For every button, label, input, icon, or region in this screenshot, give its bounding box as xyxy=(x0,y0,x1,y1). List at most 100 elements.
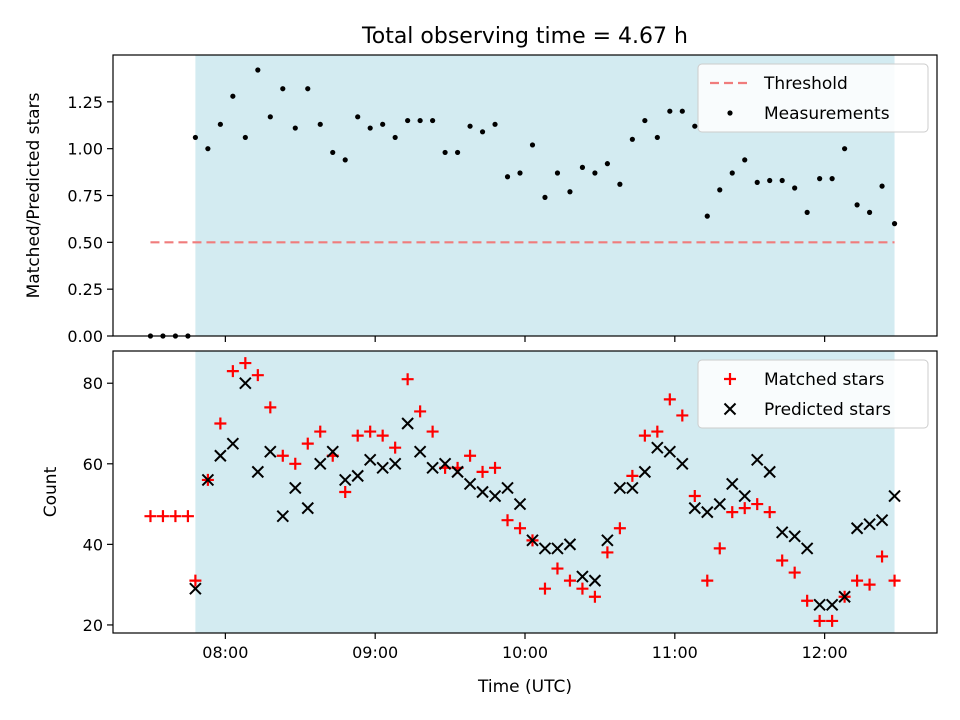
data-point-glyph xyxy=(314,425,327,438)
data-point-glyph xyxy=(576,582,589,595)
data-point-glyph xyxy=(401,417,414,430)
data-point xyxy=(214,417,227,430)
legend-swatch-glyph xyxy=(724,373,736,385)
y-tick-label: 1.00 xyxy=(67,140,103,159)
data-point-glyph xyxy=(314,457,327,471)
data-point xyxy=(891,221,898,227)
data-point-glyph xyxy=(526,534,539,547)
data-point xyxy=(588,574,602,587)
data-point xyxy=(276,509,290,523)
data-point-glyph xyxy=(388,457,402,471)
data-point xyxy=(230,93,236,99)
data-point xyxy=(754,179,760,185)
data-point xyxy=(588,590,601,603)
series-matched-stars xyxy=(144,357,901,627)
data-point xyxy=(613,522,626,535)
y-tick-label: 0.25 xyxy=(67,280,103,299)
data-point xyxy=(854,202,860,208)
data-point xyxy=(779,177,785,184)
data-point xyxy=(442,149,448,156)
data-point xyxy=(888,489,901,503)
data-point-glyph xyxy=(701,505,714,519)
data-point xyxy=(863,578,876,591)
data-point-glyph xyxy=(363,453,377,466)
data-point xyxy=(776,554,789,567)
data-point-glyph xyxy=(144,510,157,523)
legend-label: Measurements xyxy=(764,104,890,124)
data-point xyxy=(364,425,377,438)
x-tick-label: 12:00 xyxy=(802,643,848,662)
data-point xyxy=(726,506,739,519)
data-point xyxy=(280,86,286,92)
data-point-glyph xyxy=(813,614,826,627)
count-panel: 20 40 60 80 08:00 09:00 10:00 11:00 12:00 Count Ti… xyxy=(41,350,938,697)
data-point-glyph xyxy=(613,522,626,535)
data-point xyxy=(314,425,327,438)
data-point xyxy=(276,449,289,462)
data-point xyxy=(488,489,502,503)
data-point xyxy=(676,457,689,471)
data-point-glyph xyxy=(888,489,901,503)
data-point xyxy=(654,134,660,141)
data-point xyxy=(517,170,523,176)
data-point xyxy=(713,542,726,555)
data-point-glyph xyxy=(626,481,639,495)
data-point xyxy=(838,590,851,603)
data-point xyxy=(613,481,627,495)
data-point xyxy=(467,123,473,129)
data-point-glyph xyxy=(751,453,764,466)
data-point xyxy=(817,176,823,182)
data-point xyxy=(217,121,223,127)
data-point-glyph xyxy=(538,582,551,595)
data-point xyxy=(330,149,336,156)
data-point xyxy=(538,542,552,555)
data-point xyxy=(763,506,776,519)
y-tick-label: 40 xyxy=(83,535,103,554)
data-point xyxy=(413,445,427,458)
data-point-glyph xyxy=(201,473,215,487)
data-point-glyph xyxy=(214,417,227,430)
data-point xyxy=(726,477,739,491)
data-point-glyph xyxy=(351,429,364,442)
data-point-glyph xyxy=(339,486,352,498)
data-point xyxy=(529,142,536,148)
data-point xyxy=(292,125,298,131)
data-point xyxy=(267,114,273,120)
data-point-glyph xyxy=(588,590,601,603)
data-point xyxy=(351,469,364,483)
y-tick-label: 0.00 xyxy=(67,327,103,346)
data-point xyxy=(363,453,377,466)
data-point-glyph xyxy=(276,509,290,523)
data-point xyxy=(701,505,714,519)
data-point-glyph xyxy=(251,465,265,479)
data-point-glyph xyxy=(276,449,289,462)
data-point-glyph xyxy=(601,534,614,547)
data-point-glyph xyxy=(876,550,889,563)
data-point-glyph xyxy=(726,506,739,519)
data-point xyxy=(192,134,198,141)
data-point xyxy=(355,114,361,120)
data-point-glyph xyxy=(438,457,452,471)
x-axis-label: Time (UTC) xyxy=(477,677,572,697)
data-point xyxy=(326,445,339,458)
data-point xyxy=(601,534,614,547)
data-point xyxy=(651,425,664,438)
data-point xyxy=(875,513,889,527)
data-point xyxy=(667,108,673,114)
data-point xyxy=(501,481,514,495)
data-point xyxy=(738,489,751,503)
data-point-glyph xyxy=(775,526,789,539)
data-point xyxy=(638,429,651,442)
data-point xyxy=(792,185,798,191)
data-point xyxy=(514,522,527,535)
data-point xyxy=(763,465,776,479)
data-point xyxy=(826,614,839,627)
data-point-glyph xyxy=(726,477,739,491)
data-point-glyph xyxy=(538,542,552,555)
data-point xyxy=(704,213,710,219)
y-axis-label: Count xyxy=(41,466,61,517)
x-tick-label: 11:00 xyxy=(652,643,698,662)
data-point-glyph xyxy=(413,445,427,458)
data-point xyxy=(169,510,182,523)
data-point-glyph xyxy=(489,461,502,474)
